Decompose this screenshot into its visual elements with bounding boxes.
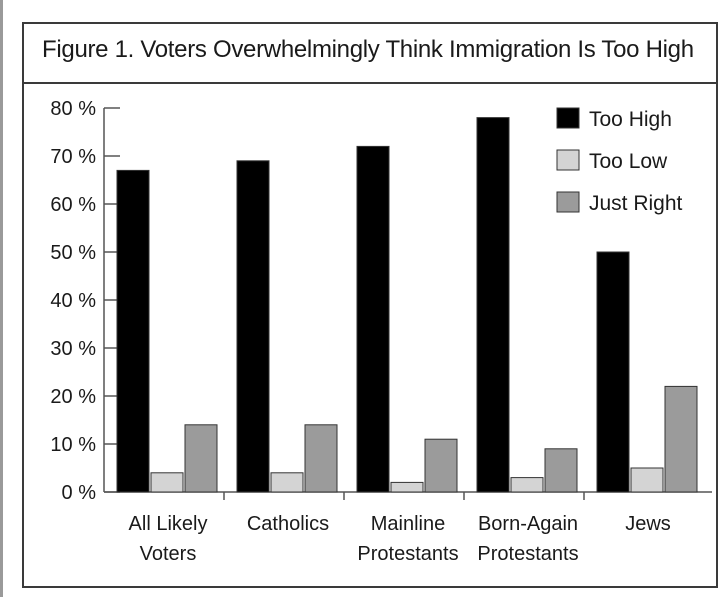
bar-too-high (116, 169, 150, 493)
bar-too-low (150, 472, 184, 493)
legend-label: Just Right (589, 192, 683, 215)
x-category-label: All Likely (129, 513, 208, 535)
bar-too-low (630, 467, 664, 493)
bar-too-high (236, 160, 270, 493)
bar-too-low (270, 472, 304, 493)
legend-label: Too Low (589, 150, 668, 173)
x-category-label: Catholics (247, 513, 329, 535)
x-category-label: Voters (140, 543, 197, 565)
x-category-label: Born-Again (478, 513, 578, 535)
bar-just-right (664, 385, 698, 493)
title-divider (24, 82, 716, 84)
bar-too-high (356, 145, 390, 493)
y-tick-label: 30 % (50, 338, 96, 360)
bar-too-low (510, 477, 544, 493)
x-category-label: Protestants (357, 543, 458, 565)
bar-just-right (304, 424, 338, 493)
legend-swatch (556, 107, 580, 129)
bar-too-high (596, 251, 630, 493)
y-tick-label: 20 % (50, 386, 96, 408)
chart-title: Figure 1. Voters Overwhelmingly Think Im… (42, 36, 694, 63)
legend-swatch (556, 191, 580, 213)
y-tick-label: 10 % (50, 434, 96, 456)
y-tick-label: 50 % (50, 242, 96, 264)
bar-too-low (390, 481, 424, 493)
y-tick-label: 40 % (50, 290, 96, 312)
x-category-label: Jews (625, 513, 671, 535)
y-tick-label: 70 % (50, 146, 96, 168)
bar-too-high (476, 117, 510, 493)
legend-swatch (556, 149, 580, 171)
bar-just-right (544, 448, 578, 493)
x-category-label: Mainline (371, 513, 445, 535)
y-tick-label: 60 % (50, 194, 96, 216)
bar-just-right (424, 438, 458, 493)
bar-just-right (184, 424, 218, 493)
legend-label: Too High (589, 108, 672, 131)
y-tick-label: 0 % (62, 482, 97, 504)
x-category-label: Protestants (477, 543, 578, 565)
y-tick-label: 80 % (50, 98, 96, 120)
